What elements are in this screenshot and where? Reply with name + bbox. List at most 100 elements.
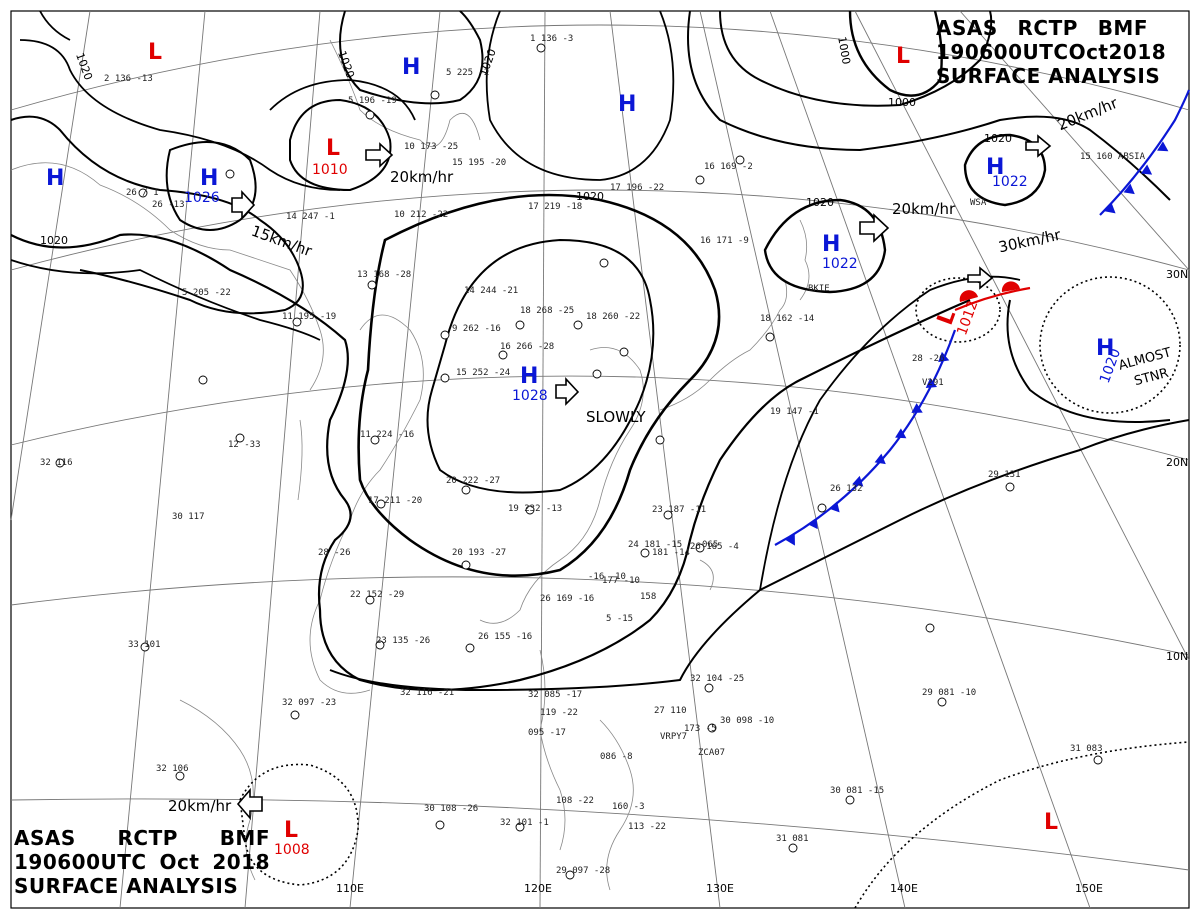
- lon-label-130e: 130E: [706, 882, 734, 895]
- station-plot: 10 173 -25: [404, 142, 459, 152]
- isobar-east: [1006, 299, 1171, 423]
- high-pressure-1028: 1028: [512, 388, 548, 404]
- front-symbol: [1104, 202, 1116, 214]
- header-title: SURFACE ANALYSIS: [936, 64, 1161, 88]
- station-plot: 15 252 -24: [456, 368, 511, 378]
- isobar-north-2: [485, 10, 675, 181]
- header-year: 2018: [212, 850, 270, 874]
- arrow-1028: [555, 376, 580, 406]
- station-plot: 32 116 -21: [400, 688, 455, 698]
- station-plot: 18 162 -14: [760, 314, 815, 324]
- front-symbol: [925, 377, 938, 389]
- station-plot: 26 155 -16: [478, 632, 533, 642]
- movement-arrows: [231, 134, 1052, 821]
- station-plot: VRPY7: [660, 732, 688, 742]
- arrow-1022: [859, 213, 890, 243]
- front-symbol: [1157, 141, 1169, 152]
- isobar-label: 1000: [888, 96, 916, 109]
- movement-speed-1010: 20km/hr: [390, 168, 454, 186]
- isobars: [10, 10, 1190, 692]
- lon-line-105e: [244, 10, 321, 909]
- isobar-1024: [357, 193, 721, 577]
- header-time: 190600UTC: [14, 850, 147, 874]
- arrow-1026: [231, 189, 256, 221]
- lat-line-0: [10, 798, 1190, 871]
- station-plot: 095 -17: [528, 728, 566, 738]
- station-plot: 11 195 -19: [282, 312, 337, 322]
- station-plot: 5 196 -19: [348, 96, 397, 106]
- station-plot: 13 168 -28: [357, 270, 412, 280]
- isobar-north-h: [339, 10, 484, 105]
- coastlines: [10, 39, 810, 891]
- station-plot: 15 195 -20: [452, 158, 507, 168]
- front-symbol: [807, 517, 818, 530]
- low-pressure-1008: 1008: [274, 842, 310, 858]
- header-year: 2018: [1108, 40, 1167, 64]
- station-plot: 108 -22: [556, 796, 594, 806]
- high-center-1020: H: [1096, 336, 1115, 361]
- dotted-1020: [1039, 276, 1181, 414]
- high-center-1028: H: [520, 364, 539, 389]
- header-center: RCTP: [117, 826, 178, 850]
- front-symbol: [1140, 164, 1153, 175]
- station-plot: 16 169 -2: [704, 162, 753, 172]
- front-symbol: [785, 534, 795, 546]
- station-plot: 32 101 -1: [500, 818, 549, 828]
- isobar-west-h: [10, 115, 304, 315]
- station-plot: 30 108 -26: [424, 804, 479, 814]
- station-plot: 23 187 -11: [652, 505, 707, 515]
- lon-line-130e: [609, 10, 721, 909]
- isobar-inner-1028: [426, 238, 655, 494]
- header-month: Oct: [1068, 40, 1109, 64]
- header-bottom-left: ASAS RCTP BMF 190600UTC Oct 2018 SURFACE ANA…: [14, 826, 270, 898]
- isobar-1022-ring: [763, 198, 887, 294]
- low-center-ne: L: [896, 44, 911, 69]
- lon-line-100e: [119, 10, 206, 909]
- station-plot: 29 081 -10: [922, 688, 977, 698]
- station-plot: 28 -26: [912, 354, 945, 364]
- high-center-1022: H: [822, 232, 841, 257]
- front-symbol: [895, 428, 907, 439]
- lon-line-170e: [959, 10, 1190, 271]
- lon-label-140e: 140E: [890, 882, 918, 895]
- high-center-west: H: [46, 166, 65, 191]
- front-symbol: [938, 351, 950, 363]
- station-plot: 086 -8: [600, 752, 633, 762]
- station-plot: 20 193 -27: [452, 548, 507, 558]
- isobar-label: 1020: [984, 132, 1012, 145]
- header-top-right: ASAS RCTP BMF 190600UTC Oct 2018 SURFACE ANA…: [936, 16, 1166, 88]
- isobar-west-1020: [19, 39, 341, 191]
- lon-label-110e: 110E: [336, 882, 364, 895]
- dotted-south-east: [854, 741, 1190, 909]
- station-plot: 23 135 -26: [376, 636, 431, 646]
- station-plot: 26 169 -16: [540, 594, 595, 604]
- station-plot: 29 131: [988, 470, 1021, 480]
- isobar-1000: [848, 10, 943, 97]
- high-center-north-2: H: [618, 92, 637, 117]
- station-plot: 160 -3: [612, 802, 645, 812]
- station-plot: 30 098 -10: [720, 716, 775, 726]
- movement-slowly: SLOWLY: [586, 408, 646, 426]
- station-plot: 17 196 -22: [610, 183, 665, 193]
- arrow-1012: [967, 266, 994, 290]
- station-plot: 15 160 ABSIA: [1080, 152, 1146, 162]
- high-pressure-1022: 1022: [822, 256, 858, 272]
- station-plot: 119 -22: [540, 708, 578, 718]
- station-plot: 158: [640, 592, 657, 602]
- lon-line-90e: [10, 10, 91, 521]
- station-plot: 17 211 -20: [368, 496, 423, 506]
- station-plot: 19 232 -13: [508, 504, 563, 514]
- high-center-north: H: [402, 55, 421, 80]
- header-code: BMF: [219, 826, 270, 850]
- movement-speed-1022: 20km/hr: [892, 200, 956, 218]
- front-symbol: [1123, 183, 1135, 195]
- station-plot: 26 -13: [152, 200, 185, 210]
- header-time: 190600UTC: [936, 40, 1069, 64]
- isobar-1020-west: [10, 259, 321, 341]
- station-circles: [55, 43, 1103, 880]
- station-plot: 5 225 -2: [446, 68, 490, 78]
- movement-speed-1008: 20km/hr: [168, 797, 232, 815]
- header-product: ASAS: [936, 16, 998, 40]
